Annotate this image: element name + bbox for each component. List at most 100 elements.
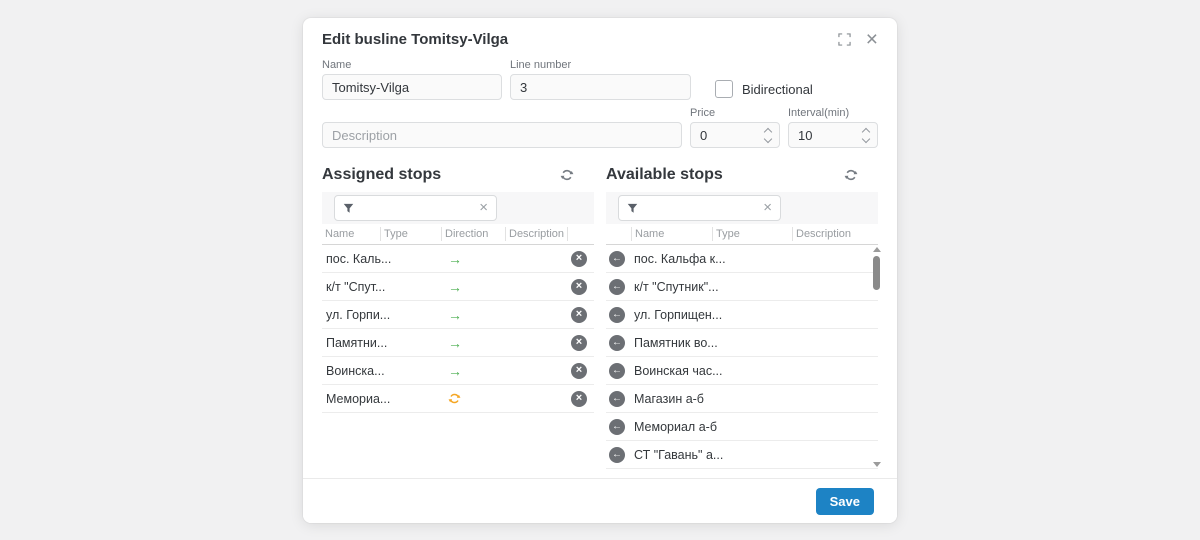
stop-name: пос. Каль... xyxy=(326,251,392,266)
refresh-icon[interactable] xyxy=(844,168,858,182)
edit-busline-dialog: Edit busline Tomitsy-Vilga × Name Line n… xyxy=(303,18,897,523)
available-stops-rows: ← пос. Кальфа к... ← к/т "Спутник"... ← ул. Г… xyxy=(606,245,881,469)
name-label: Name xyxy=(322,59,352,71)
column-header-type: Type xyxy=(713,227,793,241)
price-decrement-icon[interactable] xyxy=(763,134,773,144)
description-input[interactable] xyxy=(322,122,682,148)
form-row-2: Price Interval(min) xyxy=(303,107,897,148)
bidirectional-checkbox[interactable] xyxy=(715,80,733,98)
bidirectional-direction-icon xyxy=(448,392,461,405)
add-stop-button[interactable]: ← xyxy=(609,278,625,295)
column-header-type: Type xyxy=(381,227,442,241)
dialog-header: Edit busline Tomitsy-Vilga × xyxy=(303,18,897,59)
available-stops-title: Available stops xyxy=(606,166,723,183)
assigned-stop-row: Памятни... → × xyxy=(322,329,594,357)
assigned-stop-row: к/т "Спут... → × xyxy=(322,273,594,301)
forward-direction-icon: → xyxy=(448,251,462,266)
form-row-1: Name Line number Bidirectional xyxy=(303,59,897,100)
column-header-description: Description xyxy=(796,228,852,240)
stop-direction: → xyxy=(442,336,506,350)
stop-name: к/т "Спут... xyxy=(326,279,386,294)
dialog-title: Edit busline Tomitsy-Vilga xyxy=(322,31,509,48)
filter-funnel-icon xyxy=(627,203,638,214)
stop-name: к/т "Спутник"... xyxy=(634,279,719,294)
bidirectional-label: Bidirectional xyxy=(742,81,813,97)
dialog-footer: Save xyxy=(303,478,897,523)
column-header-name: Name xyxy=(632,227,713,241)
available-stops-panel: Available stops × Name Type Description xyxy=(606,160,881,469)
filter-clear-icon[interactable]: × xyxy=(479,199,488,216)
stop-direction: → xyxy=(442,280,506,294)
scroll-up-icon[interactable] xyxy=(873,247,881,252)
stop-direction: → xyxy=(442,252,506,266)
available-stop-row: ← Воинская час... xyxy=(606,357,878,385)
stop-name: Мемориа... xyxy=(326,391,391,406)
remove-stop-button[interactable]: × xyxy=(571,390,587,407)
column-header-name: Name xyxy=(322,227,381,241)
available-stop-row: ← СТ "Гавань" а... xyxy=(606,441,878,469)
assigned-filter-input[interactable] xyxy=(360,201,474,215)
interval-decrement-icon[interactable] xyxy=(861,134,871,144)
line-number-input[interactable] xyxy=(510,74,691,100)
available-stop-row: ← Памятник во... xyxy=(606,329,878,357)
stop-name: Магазин а-б xyxy=(634,391,704,406)
add-stop-button[interactable]: ← xyxy=(609,306,625,323)
price-label: Price xyxy=(690,107,716,119)
close-icon[interactable]: × xyxy=(865,27,878,51)
save-button[interactable]: Save xyxy=(815,488,874,515)
available-stop-row: ← пос. Кальфа к... xyxy=(606,245,878,273)
available-filter-row: × xyxy=(606,192,878,224)
assigned-stop-row: пос. Каль... → × xyxy=(322,245,594,273)
stop-name: пос. Кальфа к... xyxy=(634,251,726,266)
stop-name: ул. Горпи... xyxy=(326,307,391,322)
available-filter-input[interactable] xyxy=(644,201,758,215)
stop-direction: → xyxy=(442,308,506,322)
add-stop-button[interactable]: ← xyxy=(609,418,625,435)
interval-label: Interval(min) xyxy=(788,107,850,119)
add-stop-button[interactable]: ← xyxy=(609,390,625,407)
remove-stop-button[interactable]: × xyxy=(571,250,587,267)
remove-stop-button[interactable]: × xyxy=(571,362,587,379)
assigned-stops-rows: пос. Каль... → × к/т "Спут... → × ул. Горпи...… xyxy=(322,245,594,413)
available-stop-row: ← Магазин а-б xyxy=(606,385,878,413)
price-input[interactable] xyxy=(690,122,780,148)
add-stop-button[interactable]: ← xyxy=(609,362,625,379)
available-stop-row: ← Мемориал а-б xyxy=(606,413,878,441)
available-stop-row: ← ул. Горпищен... xyxy=(606,301,878,329)
stop-name: Мемориал а-б xyxy=(634,419,717,434)
forward-direction-icon: → xyxy=(448,335,462,350)
stop-name: Воинская час... xyxy=(634,363,723,378)
remove-stop-button[interactable]: × xyxy=(571,334,587,351)
remove-stop-button[interactable]: × xyxy=(571,278,587,295)
interval-input[interactable] xyxy=(788,122,878,148)
filter-clear-icon[interactable]: × xyxy=(763,199,772,216)
expand-icon[interactable] xyxy=(838,33,851,46)
line-number-label: Line number xyxy=(510,59,572,71)
stop-name: Памятник во... xyxy=(634,335,718,350)
remove-stop-button[interactable]: × xyxy=(571,306,587,323)
assigned-stops-title: Assigned stops xyxy=(322,166,442,183)
stop-name: СТ "Гавань" а... xyxy=(634,447,724,462)
assigned-filter-row: × xyxy=(322,192,594,224)
add-stop-button[interactable]: ← xyxy=(609,446,625,463)
scrollbar-thumb[interactable] xyxy=(873,256,880,290)
assigned-stop-row: Воинска... → × xyxy=(322,357,594,385)
stop-name: Памятни... xyxy=(326,335,388,350)
add-stop-button[interactable]: ← xyxy=(609,334,625,351)
add-stop-button[interactable]: ← xyxy=(609,250,625,267)
available-stop-row: ← к/т "Спутник"... xyxy=(606,273,878,301)
stop-name: ул. Горпищен... xyxy=(634,307,723,322)
available-table-header: Name Type Description xyxy=(606,224,878,245)
stop-direction xyxy=(442,392,506,405)
vertical-scrollbar[interactable] xyxy=(872,247,881,467)
name-input[interactable] xyxy=(322,74,502,100)
refresh-icon[interactable] xyxy=(560,168,574,182)
stop-name: Воинска... xyxy=(326,363,385,378)
assigned-stop-row: Мемориа... × xyxy=(322,385,594,413)
assigned-stop-row: ул. Горпи... → × xyxy=(322,301,594,329)
filter-funnel-icon xyxy=(343,203,354,214)
column-header-direction: Direction xyxy=(442,227,506,241)
forward-direction-icon: → xyxy=(448,307,462,322)
scroll-down-icon[interactable] xyxy=(873,462,881,467)
forward-direction-icon: → xyxy=(448,279,462,294)
